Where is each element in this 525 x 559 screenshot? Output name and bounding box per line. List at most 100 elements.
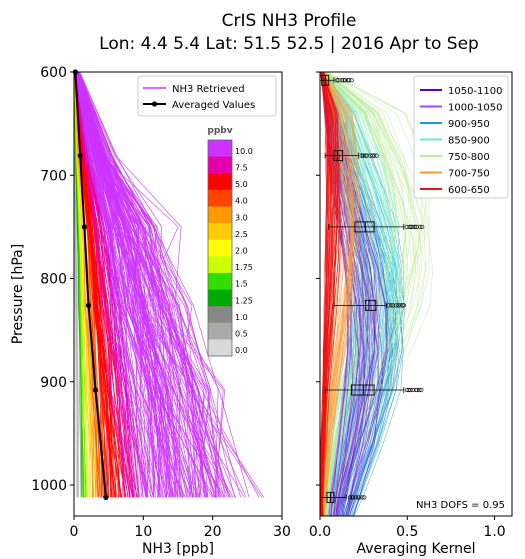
colorbar-segment (208, 239, 232, 257)
colorbar-tick-label: 1.5 (235, 280, 248, 289)
retrieved-profile-line (79, 72, 260, 498)
kernel-curve (322, 72, 360, 516)
colorbar-tick-label: 0.0 (235, 346, 248, 355)
legend-box (137, 75, 277, 117)
legend-label-retrieved: NH3 Retrieved (172, 84, 245, 95)
y-axis-label: Pressure [hPa] (10, 244, 26, 344)
kernel-curve (322, 72, 348, 516)
boxplot-outlier (341, 78, 346, 83)
kernel-curve (323, 72, 355, 516)
right-legend: 1050-1100 1000-1050 900-950 850-900 750-800 7… (413, 75, 509, 199)
x-tick-label: 20 (204, 524, 222, 540)
retrieved-profile-line (78, 72, 263, 498)
retrieved-profile-line (75, 72, 138, 498)
colorbar-segment (208, 322, 232, 340)
averaged-value-point (77, 153, 83, 159)
dofs-annotation: NH3 DOFS = 0.95 (416, 500, 505, 511)
boxplot-outlier (360, 495, 365, 500)
x-axis-label: Averaging Kernel (357, 541, 476, 557)
title-line-1: CrIS NH3 Profile (222, 11, 357, 31)
boxplot-outlier (360, 153, 366, 158)
retrieved-profile-line (75, 72, 144, 498)
boxplot-outlier (371, 153, 377, 158)
kernel-curve (320, 72, 329, 516)
y-tick-label: 1000 (31, 478, 67, 494)
retrieved-profile-line (77, 72, 223, 498)
x-tick-label: 1.0 (483, 524, 505, 540)
boxplot-outlier (398, 303, 403, 308)
legend-marker-averaged (151, 101, 158, 107)
colorbar-segment (208, 306, 232, 324)
left-panel-profile: 600 700 800 900 1000 0 10 20 30 NH3 [ppb] Pressure… (10, 65, 291, 557)
colorbar-tick-label: 0.5 (235, 330, 248, 339)
boxplot-outlier (350, 495, 356, 500)
boxplot-box (354, 221, 375, 233)
legend-label: 900-950 (448, 119, 490, 130)
boxplot-box (364, 299, 377, 311)
retrieved-profile-line (77, 72, 224, 498)
boxplot-outlier (396, 303, 401, 308)
boxplot-outlier (408, 387, 413, 393)
colorbar-tick-label: 2.5 (235, 230, 248, 239)
colorbar-segment (208, 173, 232, 191)
kernel-curve (321, 72, 389, 516)
boxplot-outlier (420, 224, 425, 229)
kernel-curve (326, 72, 395, 516)
colorbar-segment (208, 256, 232, 274)
boxplot-outlier (374, 153, 379, 158)
x-tick-label: 0.5 (396, 524, 418, 540)
kernel-curve (320, 72, 334, 516)
boxplot-outlier (404, 224, 409, 229)
kernel-curve (321, 72, 354, 516)
kernel-curve (321, 72, 345, 516)
colorbar-segment (208, 272, 232, 291)
colorbar-segment (208, 156, 232, 174)
colorbar-tick-label: 1.75 (235, 263, 253, 272)
colorbar-tick-label: 7.5 (235, 163, 248, 172)
kernel-curve (322, 72, 364, 516)
colorbar-tick-label: 10.0 (235, 147, 253, 156)
colorbar-segment (208, 189, 232, 207)
retrieved-profile-line (76, 72, 217, 498)
kernel-curve (322, 72, 370, 516)
retrieved-profile-line (77, 72, 206, 498)
retrieved-profile-line (79, 72, 242, 498)
kernel-curve (321, 72, 339, 516)
retrieved-profile-line (77, 72, 193, 498)
kernel-curve (322, 72, 405, 516)
retrieved-profile-line (78, 72, 245, 498)
left-axes-frame (73, 71, 283, 517)
legend-label: 850-900 (448, 136, 490, 147)
boxplot-outlier (355, 495, 361, 500)
legend-label: 750-800 (448, 152, 490, 163)
x-axis-label: NH3 [ppb] (142, 541, 214, 557)
averaged-value-point (103, 494, 109, 501)
retrieved-profile-line (77, 72, 219, 498)
colorbar-tick-label: 2.0 (235, 246, 248, 255)
retrieved-profile-line (79, 72, 250, 498)
x-tick-label: 30 (273, 524, 291, 540)
colorbar-frame (207, 139, 233, 357)
right-panel-averaging-kernel: 0.0 0.5 1.0 Averaging Kernel 1050-1100 1000-1… (309, 71, 513, 557)
boxplot-outlier (386, 303, 391, 308)
legend-label-averaged: Averaged Values (172, 100, 255, 111)
kernel-curve (322, 72, 382, 516)
colorbar-tick-label: 3.0 (235, 213, 248, 222)
legend-label: 1050-1100 (448, 86, 503, 97)
legend-label: 700-750 (448, 169, 490, 180)
kernel-curve (322, 72, 420, 516)
boxplot-outlier (389, 303, 394, 308)
colorbar-tick-label: 1.0 (235, 313, 248, 322)
colorbar: ppbv 10.0 7.5 5.0 4.0 3.0 2.5 2.0 1.75 1.5 1.25 1.0… (207, 126, 253, 357)
boxplot-outlier (370, 153, 375, 158)
kernel-curve (321, 72, 370, 516)
retrieved-profile-line (75, 72, 138, 498)
boxplot-outlier (339, 78, 344, 83)
colorbar-segment (208, 339, 232, 357)
boxplot-outlier (357, 495, 362, 500)
kernel-curve (322, 72, 360, 516)
boxplot-outlier (417, 387, 422, 393)
boxplot-outlier (419, 387, 424, 393)
retrieved-profile-line (79, 72, 265, 498)
